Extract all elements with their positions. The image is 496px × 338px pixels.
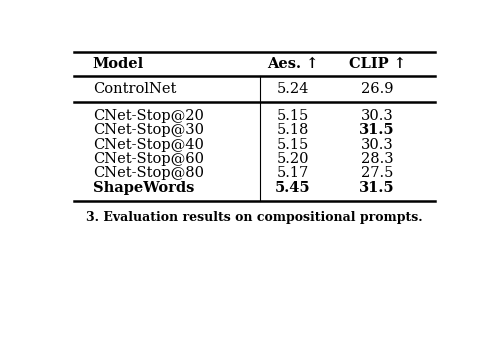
Text: CNet-Stop@80: CNet-Stop@80 [93, 166, 204, 180]
Text: 28.3: 28.3 [361, 152, 393, 166]
Text: ControlNet: ControlNet [93, 82, 176, 96]
Text: 5.15: 5.15 [276, 109, 309, 123]
Text: 5.24: 5.24 [276, 82, 309, 96]
Text: ShapeWords: ShapeWords [93, 180, 194, 195]
Text: 31.5: 31.5 [360, 123, 395, 137]
Text: Aes. ↑: Aes. ↑ [267, 57, 318, 71]
Text: 5.45: 5.45 [275, 180, 310, 195]
Text: CNet-Stop@40: CNet-Stop@40 [93, 138, 204, 152]
Text: 5.18: 5.18 [276, 123, 309, 137]
Text: Model: Model [93, 57, 144, 71]
Text: 31.5: 31.5 [360, 180, 395, 195]
Text: 5.17: 5.17 [276, 166, 309, 180]
Text: 5.15: 5.15 [276, 138, 309, 152]
Text: CLIP ↑: CLIP ↑ [349, 57, 406, 71]
Text: CNet-Stop@30: CNet-Stop@30 [93, 123, 204, 137]
Text: 26.9: 26.9 [361, 82, 393, 96]
Text: 30.3: 30.3 [361, 109, 394, 123]
Text: 30.3: 30.3 [361, 138, 394, 152]
Text: 27.5: 27.5 [361, 166, 393, 180]
Text: 3. Evaluation results on compositional prompts.: 3. Evaluation results on compositional p… [86, 211, 423, 224]
Text: 5.20: 5.20 [276, 152, 309, 166]
Text: CNet-Stop@60: CNet-Stop@60 [93, 152, 204, 166]
Text: CNet-Stop@20: CNet-Stop@20 [93, 109, 204, 123]
